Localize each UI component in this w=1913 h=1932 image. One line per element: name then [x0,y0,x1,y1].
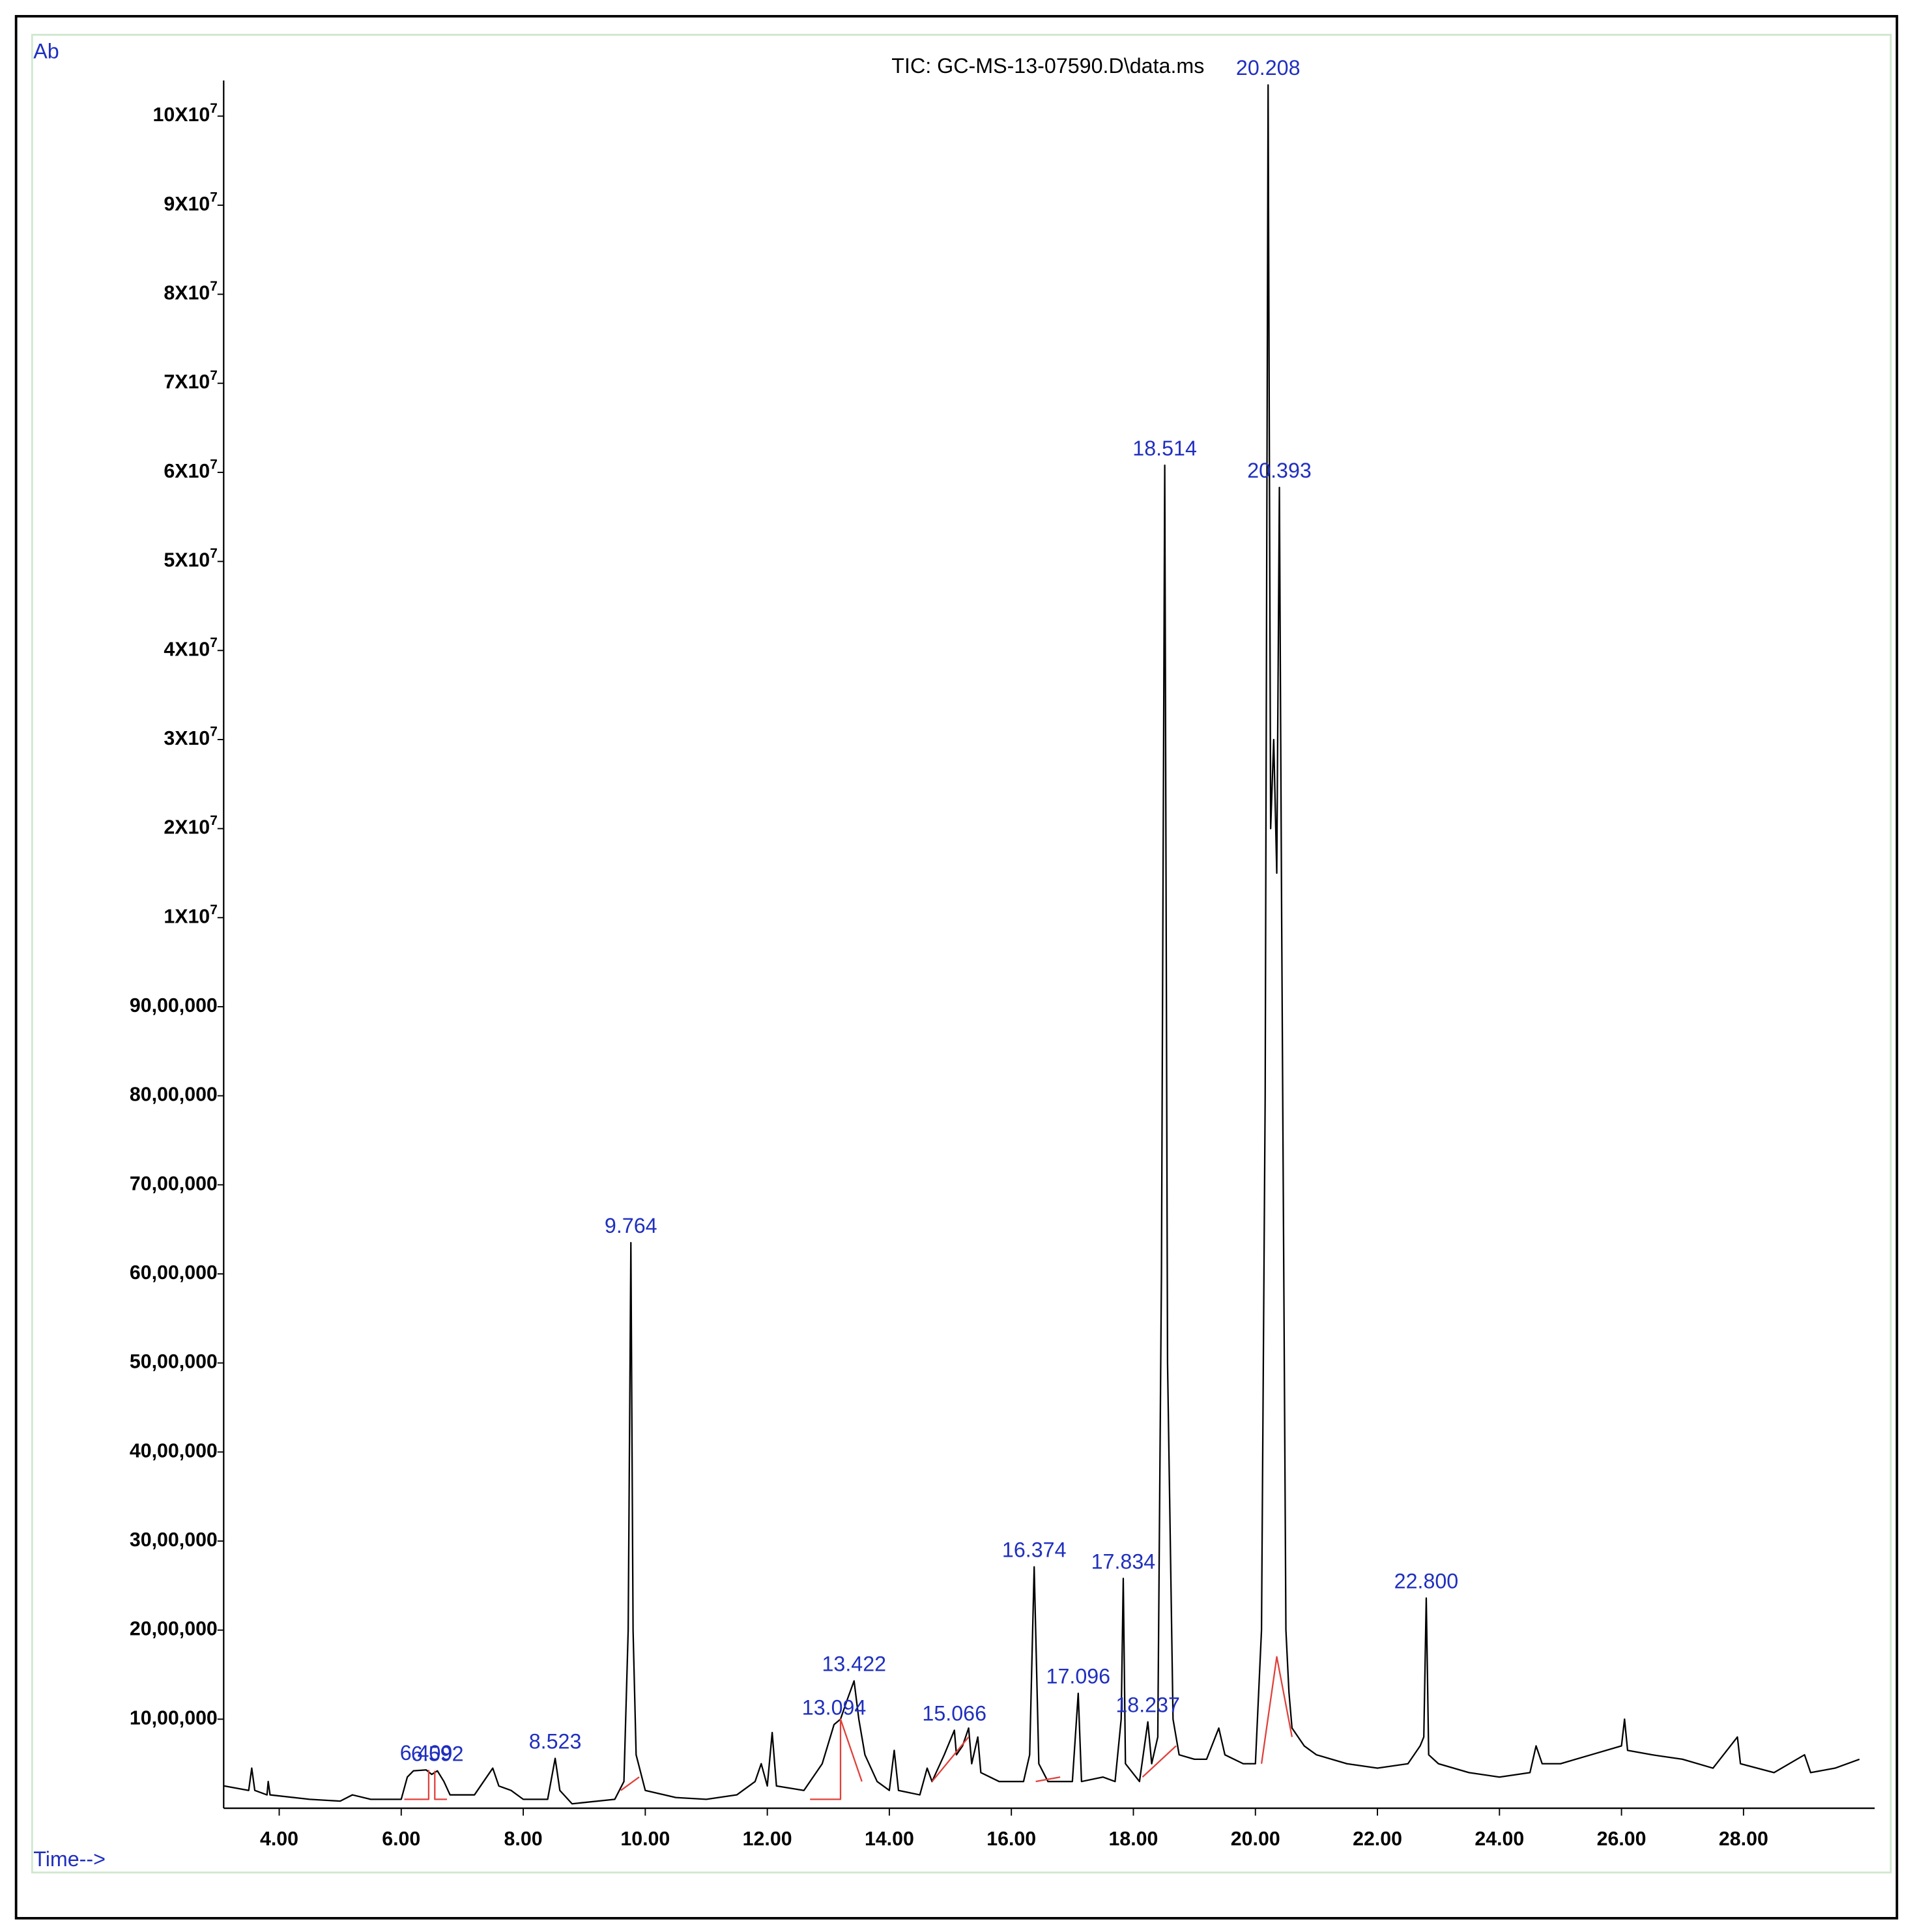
y-tick-label: 4X107 [164,635,217,660]
peak-label: 15.066 [922,1701,986,1725]
x-tick-label: 16.00 [986,1828,1036,1850]
y-tick-exponent: 7 [210,457,218,472]
y-tick-label: 5X107 [164,546,217,571]
y-tick-label: 80,00,000 [130,1084,218,1106]
y-tick-text: 90,00,000 [130,995,218,1016]
x-tick-label: 10.00 [620,1828,670,1850]
peak-label: 18.237 [1115,1693,1180,1716]
peak-label: 6.409 [400,1741,453,1765]
trace [224,84,1860,1805]
chart-title: TIC: GC-MS-13-07590.D\data.ms [891,54,1204,78]
y-tick-label: 60,00,000 [130,1262,218,1284]
x-tick-label: 14.00 [865,1828,914,1850]
outer-frame [14,15,1899,1920]
y-tick-text: 40,00,000 [130,1440,218,1462]
y-tick-text: 60,00,000 [130,1262,218,1284]
y-tick-label: 70,00,000 [130,1173,218,1194]
y-tick-text: 2X10 [164,817,210,839]
y-tick-label: 9X107 [164,190,217,215]
y-tick-text: 10X10 [152,104,210,126]
y-tick-text: 20,00,000 [130,1619,218,1640]
y-tick-label: 3X107 [164,724,217,749]
plot-frame [31,33,1892,1874]
trace [404,1656,1293,1800]
peak-label: 17.096 [1046,1665,1111,1688]
peak-label: 13.422 [822,1652,886,1675]
y-tick-exponent: 7 [210,635,218,650]
y-tick-text: 9X10 [164,194,210,215]
x-tick-label: 8.00 [504,1828,543,1850]
peak-label: 13.094 [802,1695,867,1719]
y-tick-label: 8X107 [164,279,217,304]
y-tick-exponent: 7 [210,100,218,115]
peak-label: 16.374 [1002,1538,1067,1561]
y-tick-exponent: 7 [210,279,218,294]
y-tick-label: 1X107 [164,902,217,927]
x-tick-label: 6.00 [382,1828,420,1850]
y-tick-text: 8X10 [164,283,210,304]
y-tick-text: 5X10 [164,550,210,571]
x-tick-label: 28.00 [1719,1828,1768,1850]
x-tick-label: 20.00 [1231,1828,1280,1850]
x-tick-label: 12.00 [743,1828,792,1850]
peak-label: 6.592 [411,1742,464,1765]
peak-label: 18.514 [1132,437,1197,460]
y-tick-exponent: 7 [210,190,218,205]
y-tick-label: 7X107 [164,368,217,393]
peak-label: 17.834 [1091,1550,1156,1573]
y-tick-text: 30,00,000 [130,1529,218,1551]
y-tick-text: 4X10 [164,639,210,660]
y-tick-text: 70,00,000 [130,1173,218,1194]
x-tick-label: 18.00 [1109,1828,1158,1850]
y-tick-exponent: 7 [210,902,218,917]
y-tick-exponent: 7 [210,813,218,828]
y-tick-exponent: 7 [210,724,218,739]
y-tick-text: 10,00,000 [130,1707,218,1729]
y-tick-text: 3X10 [164,728,210,749]
y-tick-exponent: 7 [210,546,218,561]
peak-label: 9.764 [605,1214,657,1237]
peak-label: 22.800 [1394,1569,1459,1593]
y-tick-label: 10X107 [152,100,217,126]
y-axis-label: Ab [33,39,59,63]
y-tick-text: 80,00,000 [130,1084,218,1106]
y-tick-label: 50,00,000 [130,1351,218,1373]
y-tick-text: 1X10 [164,906,210,927]
x-axis-label: Time--> [33,1847,106,1871]
peak-label: 8.523 [529,1729,582,1753]
y-tick-text: 50,00,000 [130,1351,218,1373]
y-tick-label: 10,00,000 [130,1707,218,1729]
x-tick-label: 22.00 [1353,1828,1402,1850]
y-tick-label: 90,00,000 [130,995,218,1016]
x-tick-label: 26.00 [1597,1828,1647,1850]
x-tick-label: 4.00 [260,1828,298,1850]
y-tick-exponent: 7 [210,368,218,382]
peak-label: 20.393 [1247,459,1312,482]
y-tick-label: 20,00,000 [130,1619,218,1640]
y-tick-label: 2X107 [164,813,217,839]
peak-label: 20.208 [1236,56,1301,79]
y-tick-label: 40,00,000 [130,1440,218,1462]
y-tick-text: 7X10 [164,371,210,393]
y-tick-label: 30,00,000 [130,1529,218,1551]
x-tick-label: 24.00 [1474,1828,1524,1850]
y-tick-label: 6X107 [164,457,217,482]
y-tick-text: 6X10 [164,461,210,482]
